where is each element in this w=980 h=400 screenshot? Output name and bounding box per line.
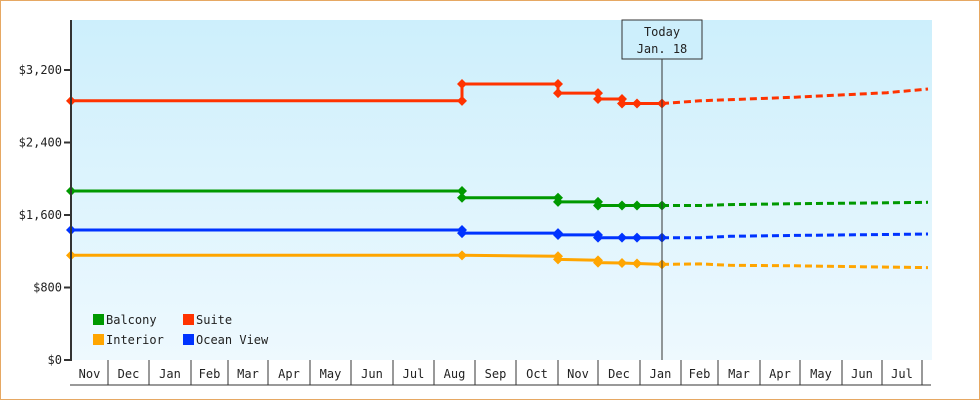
- series-layer: [66, 79, 929, 270]
- legend-label: Interior: [106, 333, 164, 347]
- data-point-marker[interactable]: [632, 258, 642, 269]
- y-tick-label: $1,600: [19, 208, 62, 222]
- x-tick-label: Apr: [278, 367, 300, 381]
- legend-label: Ocean View: [196, 333, 269, 347]
- legend-swatch-icon: [183, 314, 194, 325]
- data-point-marker[interactable]: [617, 200, 627, 211]
- data-point-marker[interactable]: [553, 229, 563, 240]
- legend-item-interior[interactable]: Interior: [93, 333, 164, 347]
- data-point-marker[interactable]: [617, 98, 627, 109]
- y-tick-label: $800: [33, 281, 62, 295]
- x-tick-label: Apr: [769, 367, 791, 381]
- series-ocean-view: [66, 224, 929, 243]
- legend-item-ocean-view[interactable]: Ocean View: [183, 333, 269, 347]
- x-tick-label: May: [320, 367, 342, 381]
- y-tick-label: $2,400: [19, 136, 62, 150]
- data-point-marker[interactable]: [617, 232, 627, 243]
- legend-label: Suite: [196, 313, 232, 327]
- data-point-marker[interactable]: [632, 200, 642, 211]
- x-tick-label: Mar: [237, 367, 259, 381]
- axes: $0 $800 $1,600 $2,400 $3,200 Nov Dec Jan Feb Mar A…: [19, 20, 931, 386]
- data-point-marker[interactable]: [457, 185, 467, 196]
- series-balcony: [66, 185, 929, 211]
- today-label: Today: [644, 25, 680, 39]
- x-tick-label: Nov: [567, 367, 589, 381]
- data-point-marker[interactable]: [593, 257, 603, 268]
- x-tick-label: Jun: [851, 367, 873, 381]
- legend-swatch-icon: [183, 334, 194, 345]
- x-tick-label: Jun: [361, 367, 383, 381]
- forecast-line: [662, 232, 929, 240]
- data-point-marker[interactable]: [553, 88, 563, 99]
- x-tick-label: Sep: [485, 367, 507, 381]
- forecast-line: [661, 87, 929, 105]
- x-tick-label: Nov: [79, 367, 101, 381]
- legend-item-balcony[interactable]: Balcony: [93, 313, 157, 327]
- x-tick-label: Jul: [891, 367, 913, 381]
- x-tick-label: Aug: [444, 367, 466, 381]
- data-point-marker[interactable]: [593, 232, 603, 243]
- legend-label: Balcony: [106, 313, 157, 327]
- data-point-marker[interactable]: [553, 254, 563, 265]
- data-point-marker[interactable]: [457, 192, 467, 203]
- data-point-marker[interactable]: [553, 79, 563, 90]
- series-suite: [66, 79, 929, 109]
- data-point-marker[interactable]: [632, 98, 642, 109]
- data-point-marker[interactable]: [553, 196, 563, 207]
- legend: Balcony Suite Interior Ocean View: [93, 313, 269, 347]
- data-point-marker[interactable]: [457, 250, 467, 261]
- data-point-marker[interactable]: [593, 200, 603, 211]
- data-point-marker[interactable]: [457, 95, 467, 106]
- x-tick-label: Oct: [526, 367, 548, 381]
- x-tick-label: Dec: [118, 367, 140, 381]
- data-point-marker[interactable]: [593, 88, 603, 99]
- today-label-box: [621, 19, 703, 60]
- today-date: Jan. 18: [637, 42, 688, 56]
- today-marker: Today Jan. 18: [621, 19, 703, 360]
- x-tick-label: Mar: [728, 367, 750, 381]
- data-point-marker[interactable]: [617, 258, 627, 269]
- x-tick-label: Jul: [403, 367, 425, 381]
- legend-swatch-icon: [93, 334, 104, 345]
- forecast-line: [662, 200, 929, 207]
- data-point-marker[interactable]: [457, 228, 467, 239]
- y-tick-label: $3,200: [19, 63, 62, 77]
- x-tick-label: Jan: [650, 367, 672, 381]
- x-tick-label: Dec: [608, 367, 630, 381]
- legend-item-suite[interactable]: Suite: [183, 313, 232, 327]
- data-point-marker[interactable]: [593, 94, 603, 104]
- x-tick-label: Feb: [199, 367, 221, 381]
- legend-swatch-icon: [93, 314, 104, 325]
- forecast-line: [661, 262, 929, 270]
- x-tick-label: Jan: [159, 367, 181, 381]
- data-point-marker[interactable]: [457, 79, 467, 90]
- y-tick-label: $0: [48, 353, 62, 367]
- series-interior: [66, 250, 929, 270]
- x-tick-label: Feb: [689, 367, 711, 381]
- x-tick-label: May: [810, 367, 832, 381]
- data-point-marker[interactable]: [632, 232, 642, 243]
